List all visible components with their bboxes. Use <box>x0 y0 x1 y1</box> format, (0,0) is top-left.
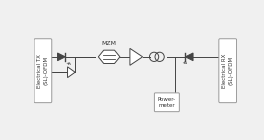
Text: Electrical RX
(SL)-OFDM: Electrical RX (SL)-OFDM <box>222 53 233 88</box>
Text: Electrical TX
(SL)-OFDM: Electrical TX (SL)-OFDM <box>37 54 49 88</box>
Polygon shape <box>98 50 120 64</box>
FancyBboxPatch shape <box>34 39 52 103</box>
Polygon shape <box>185 53 193 61</box>
Polygon shape <box>68 67 75 78</box>
Polygon shape <box>130 48 143 65</box>
FancyBboxPatch shape <box>154 93 179 112</box>
FancyBboxPatch shape <box>219 39 237 103</box>
Polygon shape <box>58 53 65 61</box>
Text: MZM: MZM <box>102 41 117 46</box>
Text: Power-
meter: Power- meter <box>158 97 176 108</box>
